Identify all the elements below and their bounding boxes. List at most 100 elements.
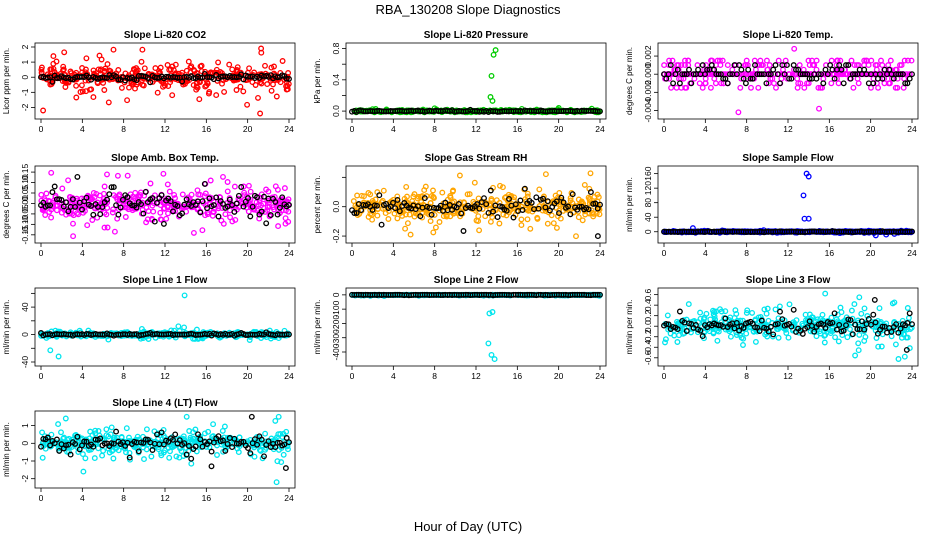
data-point	[154, 199, 160, 206]
data-point	[781, 71, 788, 78]
panel-title: Slope Li-820 Pressure	[424, 30, 529, 41]
data-point	[254, 194, 261, 201]
y-axis-label: percent per min.	[313, 176, 322, 234]
data-point	[97, 211, 104, 218]
data-point	[50, 197, 57, 204]
data-point	[39, 207, 46, 214]
x-tick-label: 24	[907, 371, 917, 381]
data-point	[889, 300, 896, 307]
data-point	[764, 305, 771, 312]
data-point	[83, 194, 90, 201]
data-point	[264, 81, 271, 88]
data-point	[154, 89, 161, 96]
data-point	[518, 222, 525, 229]
data-point	[676, 80, 683, 87]
x-tick-label: 24	[284, 124, 294, 134]
data-point	[793, 317, 800, 324]
data-point	[252, 82, 259, 88]
data-point	[528, 205, 534, 212]
data-point	[553, 224, 560, 231]
data-point	[263, 220, 270, 227]
data-point	[707, 84, 714, 91]
data-point	[155, 444, 162, 451]
data-point	[258, 45, 265, 52]
data-point	[42, 212, 49, 218]
data-point	[246, 65, 253, 72]
plot-frame	[34, 287, 296, 367]
data-point	[815, 84, 822, 91]
data-point	[99, 452, 106, 459]
data-point	[116, 193, 122, 199]
x-tick-label: 20	[554, 124, 564, 134]
data-point	[718, 308, 725, 315]
data-point	[489, 309, 496, 315]
data-point	[758, 71, 765, 78]
series-slopes	[349, 291, 603, 363]
data-point	[813, 75, 820, 82]
data-point	[279, 194, 286, 201]
x-tick-label: 4	[703, 371, 708, 381]
data-point	[140, 210, 147, 217]
data-point	[909, 321, 915, 328]
data-point	[837, 304, 844, 311]
data-point	[724, 62, 731, 69]
data-point	[73, 94, 80, 101]
data-point	[213, 194, 220, 201]
data-point	[665, 71, 672, 78]
data-point	[587, 189, 594, 196]
data-point	[820, 80, 827, 87]
data-point	[440, 213, 447, 220]
data-point	[668, 71, 675, 78]
data-point	[240, 183, 247, 190]
x-tick-label: 0	[39, 124, 44, 134]
data-point	[117, 204, 124, 211]
data-point	[852, 352, 859, 359]
data-point	[138, 58, 145, 65]
data-point	[797, 80, 804, 87]
x-tick-label: 8	[744, 248, 749, 258]
data-point	[576, 203, 583, 210]
data-point	[100, 195, 107, 202]
y-tick-label: 160	[643, 166, 653, 180]
data-point	[771, 80, 777, 87]
y-tick-label: 0.00	[20, 195, 30, 212]
data-point	[836, 321, 843, 328]
data-point	[68, 70, 75, 77]
data-point	[871, 296, 878, 303]
data-point	[847, 75, 854, 82]
data-point	[790, 306, 797, 313]
data-point	[838, 66, 845, 73]
data-point	[69, 196, 76, 203]
data-point	[403, 183, 410, 190]
data-point	[496, 220, 503, 227]
data-point	[892, 341, 899, 348]
y-tick-label: -0.2	[331, 228, 341, 243]
data-point	[727, 71, 733, 78]
data-point	[512, 201, 519, 208]
data-point	[179, 210, 186, 217]
data-point	[167, 66, 174, 73]
data-point	[553, 198, 560, 205]
data-point	[579, 199, 585, 206]
data-point	[488, 72, 495, 79]
data-point	[240, 203, 247, 210]
data-point	[720, 75, 727, 82]
data-point	[485, 340, 492, 347]
data-point	[282, 220, 289, 227]
data-point	[843, 322, 849, 329]
data-point	[186, 195, 193, 202]
data-point	[858, 318, 865, 325]
data-point	[456, 172, 463, 179]
data-point	[661, 62, 668, 69]
data-point	[795, 66, 802, 73]
data-point	[58, 209, 65, 216]
data-point	[272, 183, 279, 190]
data-point	[183, 67, 190, 74]
y-tick-label: -100	[331, 300, 341, 317]
data-point	[150, 208, 157, 215]
data-point	[436, 219, 443, 225]
